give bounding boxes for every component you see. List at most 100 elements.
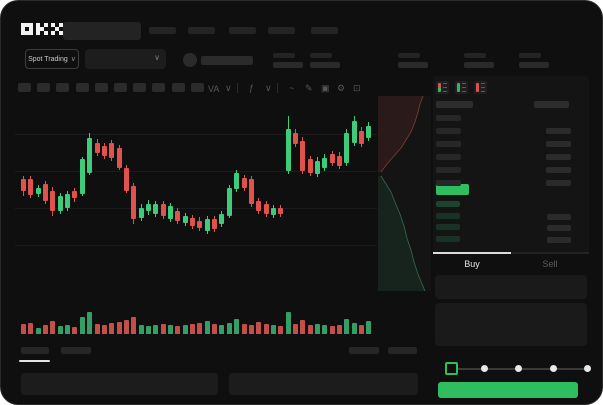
chevron-down-icon[interactable]: ∨ (265, 83, 272, 93)
candle (204, 219, 210, 231)
interval-button[interactable] (171, 83, 185, 92)
volume-bars (15, 298, 377, 336)
divider (277, 83, 278, 93)
bid-price-skeleton[interactable] (436, 235, 460, 242)
candle (351, 121, 357, 143)
interval-button[interactable] (152, 83, 166, 92)
candle (94, 143, 100, 153)
volume-bar (145, 326, 151, 334)
candle (285, 129, 291, 171)
interval-button[interactable] (133, 83, 147, 92)
volume-bar (307, 325, 313, 334)
grid-line (15, 245, 377, 246)
orderbook-view-combined-icon[interactable] (436, 81, 449, 94)
nav-item[interactable] (229, 27, 256, 34)
candle (160, 204, 166, 216)
fullscreen-icon[interactable]: ⊡ (353, 83, 361, 93)
ask-amount-skeleton (546, 180, 571, 186)
volume-bar (344, 319, 350, 334)
slider-handle[interactable] (445, 362, 458, 375)
indicator-label[interactable]: VA (208, 84, 220, 94)
candle (131, 186, 137, 219)
ask-price-skeleton[interactable] (436, 115, 461, 121)
slider-stop[interactable] (480, 365, 488, 372)
candle (87, 138, 93, 173)
candle (315, 161, 320, 174)
volume-bar (50, 321, 56, 334)
candle (109, 143, 115, 158)
trading-mode-label: Spot Trading (28, 55, 68, 63)
volume-bar (28, 323, 34, 334)
orderbook-view-bids-icon[interactable] (455, 81, 468, 94)
volume-bar (278, 326, 284, 334)
bid-amount-skeleton (547, 236, 571, 243)
volume-bar (65, 325, 71, 334)
bid-price-skeleton[interactable] (436, 224, 460, 230)
volume-bar (359, 325, 365, 334)
volume-bar (168, 325, 173, 334)
pair-name-skeleton (201, 56, 253, 65)
candle (278, 208, 284, 214)
interval-button[interactable] (114, 83, 127, 92)
buy-button[interactable] (438, 382, 578, 398)
candle (57, 196, 63, 211)
volume-bar (248, 325, 254, 334)
trading-mode-selector[interactable]: Spot Trading ∨ (25, 49, 79, 69)
nav-item[interactable] (149, 27, 176, 34)
amount-input[interactable] (435, 303, 587, 346)
candle (123, 168, 129, 191)
interval-button[interactable] (75, 83, 89, 92)
interval-button[interactable] (190, 83, 204, 92)
bottom-link-2[interactable] (388, 347, 417, 354)
ask-price-skeleton[interactable] (436, 154, 461, 160)
nav-item[interactable] (311, 27, 338, 34)
camera-icon[interactable]: ▣ (321, 83, 330, 93)
candle (72, 191, 78, 198)
nav-item[interactable] (268, 27, 295, 34)
candle (219, 214, 225, 224)
ask-price-skeleton[interactable] (436, 167, 461, 173)
candle (241, 178, 247, 188)
last-price-badge[interactable] (436, 184, 469, 195)
interval-button[interactable] (18, 83, 31, 92)
bid-price-skeleton[interactable] (436, 212, 460, 219)
wave-icon[interactable]: ~ (289, 83, 295, 93)
ask-price-skeleton[interactable] (436, 128, 461, 134)
volume-bar (322, 325, 328, 334)
nav-item[interactable] (188, 27, 215, 34)
function-icon[interactable]: ƒ (249, 83, 255, 93)
candle (263, 204, 269, 214)
stat-value-skeleton (310, 62, 340, 68)
ask-price-skeleton[interactable] (436, 141, 461, 147)
ask-price-skeleton[interactable] (436, 180, 461, 186)
brush-icon[interactable]: ✎ (305, 83, 313, 93)
interval-button[interactable] (94, 83, 108, 92)
tab-sell[interactable]: Sell (511, 252, 589, 272)
price-input[interactable] (435, 275, 587, 299)
candle (175, 211, 181, 221)
okx-logo[interactable] (21, 23, 65, 37)
orderbook-view-asks-icon[interactable] (474, 81, 487, 94)
bottom-tab-2[interactable] (61, 347, 91, 354)
stat-label-skeleton (273, 53, 295, 58)
candle (101, 146, 107, 156)
candle (337, 156, 343, 166)
slider-stop[interactable] (584, 365, 591, 372)
orders-panel-skeleton (21, 373, 218, 395)
gear-icon[interactable]: ⚙ (337, 83, 346, 93)
pair-selector[interactable]: ∨ (85, 49, 166, 69)
candle (359, 131, 365, 144)
tab-buy[interactable]: Buy (433, 252, 511, 272)
bottom-link-1[interactable] (349, 347, 379, 354)
bottom-tab-1[interactable] (21, 347, 49, 354)
volume-bar (175, 326, 181, 334)
interval-button[interactable] (37, 83, 51, 92)
slider-stop[interactable] (549, 365, 557, 372)
interval-button[interactable] (56, 83, 70, 92)
candlestick-chart[interactable] (15, 101, 377, 296)
slider-stop[interactable] (515, 365, 522, 372)
stat-label-skeleton (464, 53, 486, 58)
chevron-down-icon[interactable]: ∨ (225, 83, 232, 93)
search-input[interactable] (63, 22, 141, 40)
bid-price-skeleton[interactable] (436, 201, 460, 207)
